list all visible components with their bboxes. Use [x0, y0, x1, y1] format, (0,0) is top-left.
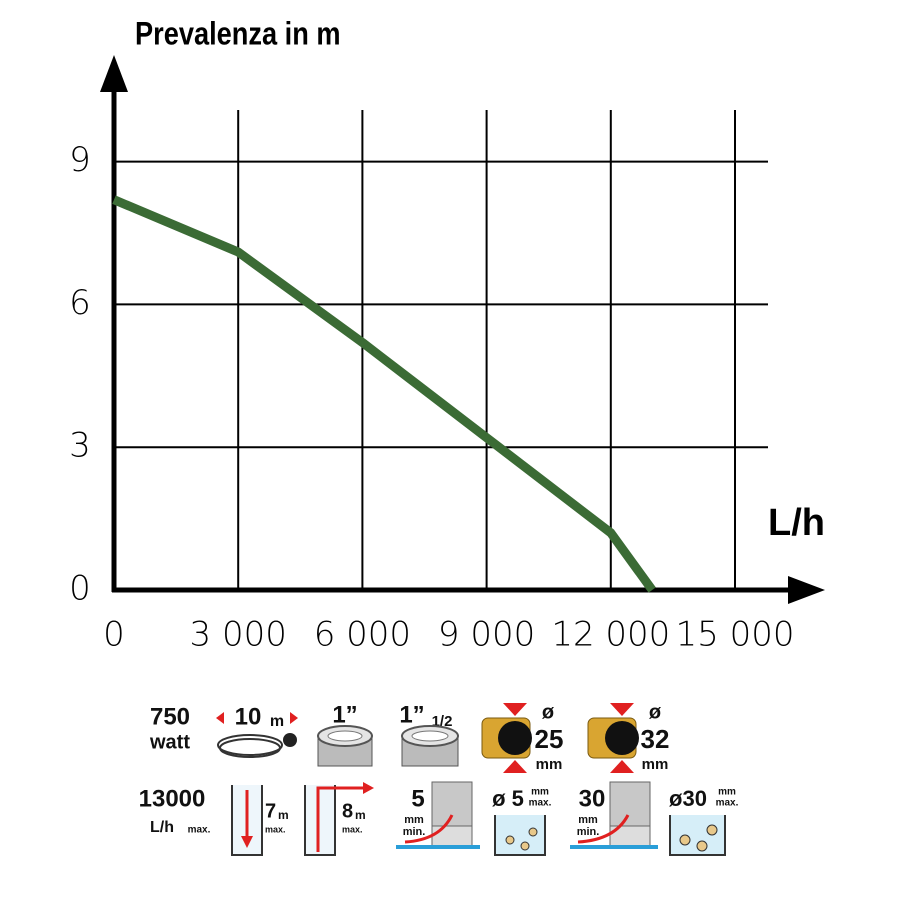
- x-tick-label: 15 000: [676, 615, 795, 655]
- well-icon: [304, 785, 336, 856]
- hose-icon: [605, 721, 639, 755]
- plot: [112, 195, 656, 593]
- x-tick-label: 9 000: [438, 615, 535, 655]
- plug-icon: [283, 733, 297, 747]
- power-unit: watt: [149, 731, 190, 753]
- head-unit: m: [355, 808, 366, 822]
- head: 8: [342, 800, 353, 822]
- x-tick-label: 12 000: [551, 615, 670, 655]
- y-axis-arrow: [100, 55, 128, 92]
- hose-unit: mm: [642, 756, 669, 773]
- flow-max: max.: [188, 825, 211, 836]
- particle-max: max.: [716, 798, 739, 809]
- min-level-unit: mm: [578, 814, 598, 826]
- flow: 13000: [139, 785, 206, 812]
- outlet-1: 1”: [332, 701, 357, 728]
- arrow-icon: [404, 814, 454, 844]
- arrow-icon: [610, 760, 634, 773]
- particle-size: ø30: [669, 786, 707, 811]
- pipe-icon: [327, 730, 363, 742]
- hose-icon: [498, 721, 532, 755]
- grid: [114, 110, 768, 590]
- depth: 7: [265, 800, 276, 822]
- hose-diameter: 32: [641, 724, 670, 754]
- min-level-min: min.: [403, 826, 426, 838]
- flow-unit: L/h: [150, 819, 174, 836]
- particle-icon: [528, 827, 538, 837]
- arrow-icon: [316, 786, 366, 852]
- cable-length: 10: [235, 703, 262, 730]
- water-icon: [494, 815, 546, 856]
- min-level-unit: mm: [404, 814, 424, 826]
- hose-symbol: ø: [542, 701, 555, 723]
- outlet-2: 1”: [399, 701, 424, 728]
- power: 750: [150, 703, 190, 730]
- hose-diameter: 25: [535, 724, 564, 754]
- cable-unit: m: [270, 713, 284, 730]
- min-level-min: min.: [577, 826, 600, 838]
- cable-icon: [219, 738, 281, 758]
- particle-unit: mm: [718, 787, 736, 798]
- arrow-icon: [503, 760, 527, 773]
- particle-icon: [505, 835, 515, 845]
- x-axis-label: L/h: [768, 502, 825, 544]
- pump-icon: [431, 825, 473, 849]
- particle-unit: mm: [531, 787, 549, 798]
- y-tick-label: 0: [69, 569, 91, 609]
- hose-unit: mm: [536, 756, 563, 773]
- head-max: max.: [342, 824, 363, 834]
- x-tick-label: 3 000: [190, 615, 287, 655]
- arrow-icon: [363, 782, 374, 794]
- particle-max: max.: [529, 798, 552, 809]
- pump-icon: [609, 781, 651, 827]
- particle-size: ø 5: [492, 786, 524, 811]
- arrow-icon: [290, 712, 298, 724]
- min-level: 5: [411, 785, 424, 812]
- arrow-icon: [503, 703, 527, 716]
- y-tick-label: 9: [69, 140, 91, 180]
- particle-icon: [679, 834, 691, 846]
- depth-unit: m: [278, 808, 289, 822]
- y-tick-label: 6: [69, 283, 91, 323]
- particle-icon: [520, 841, 530, 851]
- arrow-icon: [216, 712, 224, 724]
- particle-icon: [706, 824, 718, 836]
- x-axis-arrow: [788, 576, 825, 604]
- particle-icon: [696, 840, 708, 852]
- arrow-icon: [610, 703, 634, 716]
- chart-title: Prevalenza in m: [135, 16, 341, 52]
- x-tick-label: 0: [103, 615, 125, 655]
- hose-symbol: ø: [649, 701, 662, 723]
- min-level: 30: [579, 785, 606, 812]
- arrow-icon: [577, 814, 630, 844]
- data-line: [112, 195, 656, 593]
- depth-max: max.: [265, 824, 286, 834]
- y-tick-label: 3: [69, 426, 91, 466]
- cable-icon: [217, 734, 283, 756]
- x-tick-label: 6 000: [314, 615, 411, 655]
- pump-icon: [431, 781, 473, 827]
- arrow-icon: [241, 836, 253, 848]
- pipe-icon: [411, 730, 449, 742]
- specs: 750 watt 10 m 1” 1” 1/2 ø 25 mm ø 32 mm …: [139, 701, 739, 856]
